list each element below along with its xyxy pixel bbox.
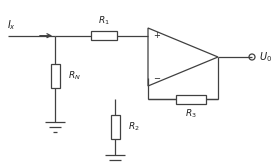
Text: $U_0$: $U_0$ [259,50,272,64]
Text: $R_3$: $R_3$ [185,108,197,121]
Text: +: + [153,31,160,40]
Text: $I_x$: $I_x$ [7,18,16,32]
Bar [176,94,206,103]
Bar [110,115,119,139]
Text: $R_1$: $R_1$ [98,14,109,27]
Text: $R_N$: $R_N$ [68,70,81,82]
Text: −: − [153,74,160,83]
Bar [50,64,59,88]
Text: $R_2$: $R_2$ [128,121,140,133]
Bar [90,31,117,40]
